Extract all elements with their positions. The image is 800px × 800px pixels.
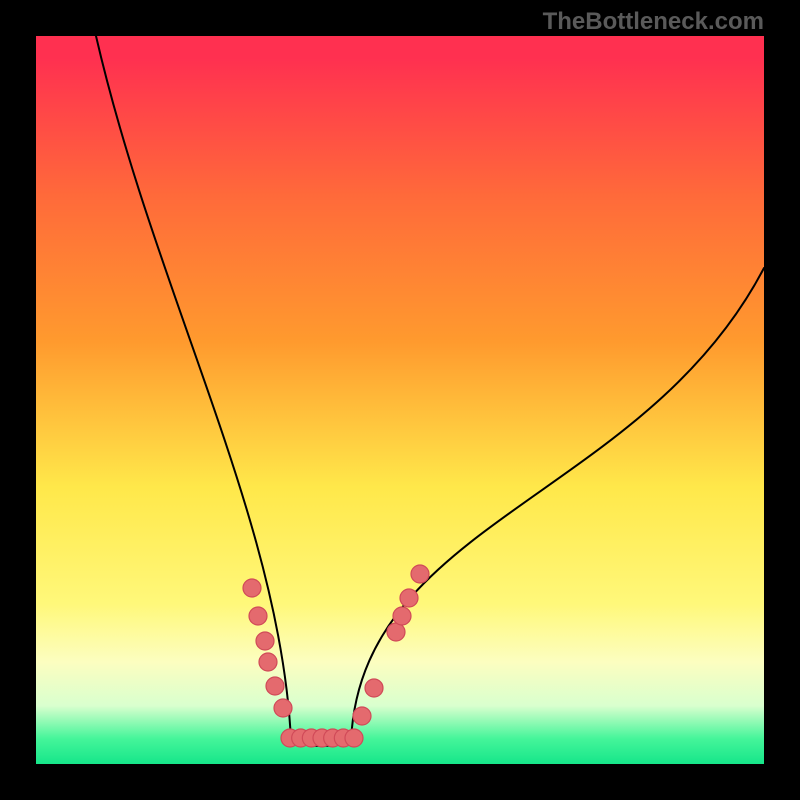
data-marker bbox=[393, 607, 411, 625]
data-marker bbox=[243, 579, 261, 597]
data-marker bbox=[266, 677, 284, 695]
data-marker bbox=[274, 699, 292, 717]
chart-svg bbox=[36, 36, 764, 764]
data-marker bbox=[256, 632, 274, 650]
chart-plot-area bbox=[36, 36, 764, 764]
chart-outer: TheBottleneck.com bbox=[0, 0, 800, 800]
data-marker bbox=[400, 589, 418, 607]
data-marker bbox=[345, 729, 363, 747]
data-marker bbox=[249, 607, 267, 625]
data-marker bbox=[411, 565, 429, 583]
data-marker bbox=[365, 679, 383, 697]
data-marker bbox=[353, 707, 371, 725]
data-marker bbox=[259, 653, 277, 671]
chart-background bbox=[36, 36, 764, 764]
data-marker bbox=[387, 623, 405, 641]
watermark-text: TheBottleneck.com bbox=[543, 8, 764, 36]
